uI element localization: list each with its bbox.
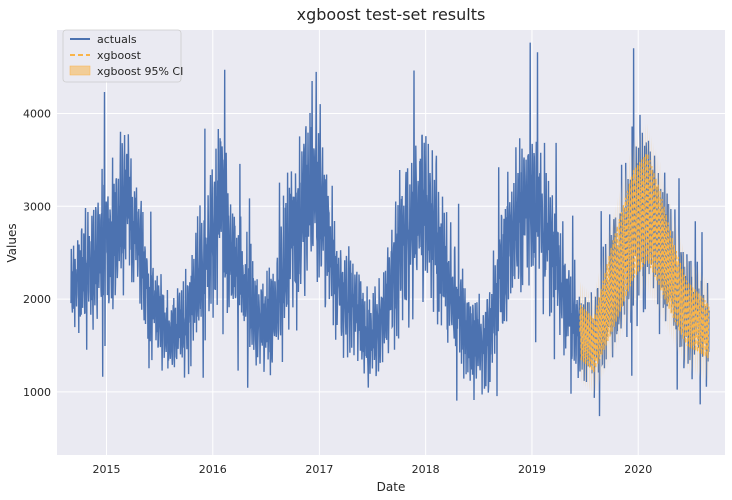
x-tick-label: 2019 (518, 463, 546, 476)
legend-swatch-ci (69, 65, 91, 76)
x-tick-label: 2017 (305, 463, 333, 476)
y-tick-label: 2000 (23, 293, 51, 306)
y-axis-title: Values (5, 223, 19, 262)
x-tick-label: 2018 (412, 463, 440, 476)
x-tick-label: 2015 (93, 463, 121, 476)
x-tick-label: 2016 (199, 463, 227, 476)
x-axis-title: Date (377, 480, 406, 494)
x-tick-label: 2020 (624, 463, 652, 476)
x-tick-labels: 2015 2016 2017 2018 2019 2020 (93, 463, 653, 476)
plot-content (70, 42, 710, 417)
y-tick-label: 4000 (23, 108, 51, 121)
legend: actuals xgboost xgboost 95% CI (62, 29, 183, 83)
chart-title: xgboost test-set results (297, 5, 486, 24)
y-tick-labels: 1000 2000 3000 4000 (23, 108, 51, 399)
legend-label-xgboost: xgboost (97, 49, 142, 62)
y-tick-label: 3000 (23, 200, 51, 213)
series-line-xgboost (579, 153, 710, 373)
legend-box (62, 29, 182, 83)
legend-label-ci: xgboost 95% CI (97, 65, 183, 78)
y-tick-label: 1000 (23, 386, 51, 399)
legend-label-actuals: actuals (97, 33, 137, 46)
